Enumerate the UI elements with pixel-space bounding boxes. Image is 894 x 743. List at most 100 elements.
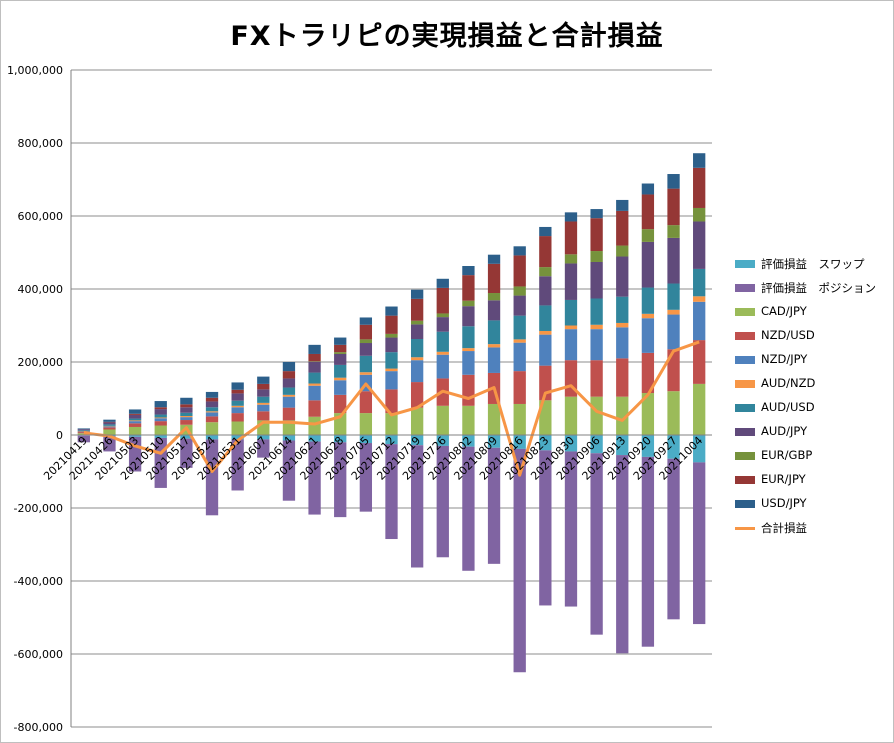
bar-segment <box>590 298 603 325</box>
bar-segment <box>180 397 193 405</box>
bar-segment <box>205 416 219 423</box>
bar-segment <box>205 412 219 417</box>
bar-segment <box>359 413 373 435</box>
bar-segment <box>513 255 526 287</box>
bar-segment <box>205 439 219 516</box>
bar-segment <box>590 329 603 361</box>
legend-item: 評価損益 ポジション <box>735 280 890 304</box>
bar-segment <box>282 435 296 441</box>
y-tick-label: -800,000 <box>14 721 63 734</box>
bar-segment <box>410 289 424 299</box>
bar-segment <box>564 325 578 330</box>
legend: 評価損益 スワップ 評価損益 ポジション CAD/JPY NZD/USD NZD/JPY… <box>735 256 890 544</box>
legend-swatch <box>735 260 755 268</box>
total-line <box>83 340 700 477</box>
bar-segment <box>462 351 475 375</box>
bar-segment <box>128 423 142 427</box>
total-pl-line <box>83 340 700 477</box>
bar-segment <box>462 374 475 406</box>
bar-segment <box>385 444 398 540</box>
bar-segment <box>385 389 398 414</box>
bar-segment <box>180 412 193 417</box>
bar-segment <box>641 318 655 353</box>
bar-segment <box>436 354 449 379</box>
legend-label: USD/JPY <box>761 496 807 510</box>
bar-segment <box>667 458 680 620</box>
bar-segment <box>128 435 142 437</box>
bar-segment <box>154 401 167 408</box>
bar-segment <box>667 237 680 284</box>
bar-segment <box>180 404 193 408</box>
bar-segment <box>359 343 373 356</box>
bar-segment <box>693 383 706 435</box>
bar-segment <box>513 371 526 404</box>
bar-segment <box>539 334 552 366</box>
bar-segment <box>539 267 552 277</box>
bar-segment <box>282 378 296 388</box>
bar-segment <box>693 268 706 297</box>
chart-title: FXトラリピの実現損益と合計損益 <box>230 21 664 52</box>
bar-segment <box>462 326 475 349</box>
y-tick-label: 200,000 <box>18 356 64 369</box>
bar-segment <box>539 435 552 451</box>
bar-segment <box>693 221 706 269</box>
bar-segment <box>385 333 398 338</box>
bar-segment <box>282 394 296 397</box>
bar-segment <box>616 245 629 257</box>
bar-segment <box>513 342 526 372</box>
bar-segment <box>539 450 552 606</box>
bar-segment <box>334 352 347 354</box>
bar-segment <box>616 396 629 435</box>
bar-segment <box>564 212 578 222</box>
bar-segment <box>128 421 142 424</box>
bar-segment <box>231 439 244 491</box>
y-tick-label: 1,000,000 <box>7 64 63 77</box>
legend-label: EUR/JPY <box>761 472 806 486</box>
legend-label: 評価損益 スワップ <box>761 257 865 271</box>
legend-label: 評価損益 ポジション <box>761 281 876 295</box>
bar-segment <box>641 287 655 314</box>
bar-segment <box>359 339 373 344</box>
bar-segment <box>462 435 475 447</box>
bar-segment <box>231 405 244 408</box>
bar-segment <box>667 309 680 315</box>
bar-segment <box>539 305 552 331</box>
bar-segment <box>334 435 347 443</box>
legend-swatch <box>735 332 755 340</box>
bar-segment <box>539 236 552 268</box>
bar-segment <box>693 301 706 341</box>
bar-segment <box>154 417 167 419</box>
bar-segment <box>205 411 219 413</box>
legend-swatch <box>735 284 755 292</box>
bar-segment <box>539 400 552 435</box>
bar-segment <box>410 357 424 361</box>
bar-segment <box>257 404 270 412</box>
legend-label: 合計損益 <box>761 521 807 535</box>
y-tick-label: 600,000 <box>18 210 64 223</box>
bar-segment <box>641 352 655 394</box>
legend-swatch <box>735 527 755 530</box>
bar-segment <box>667 314 680 350</box>
bar-segment <box>77 428 90 430</box>
bar-segment <box>667 349 680 392</box>
bar-segment <box>334 344 347 353</box>
bar-segment <box>641 241 655 288</box>
bar-segment <box>180 435 193 439</box>
bar-segment <box>231 413 244 422</box>
bar-segment <box>385 315 398 334</box>
bar-segment <box>359 435 373 444</box>
y-tick-label: 800,000 <box>18 137 64 150</box>
bar-segment <box>334 377 347 381</box>
bar-segment <box>513 295 526 316</box>
bar-segment <box>77 432 90 434</box>
legend-swatch <box>735 452 755 460</box>
bar-segment <box>257 435 270 440</box>
bar-segment <box>487 293 501 301</box>
bar-segment <box>590 453 603 635</box>
bar-segment <box>667 391 680 435</box>
bar-segment <box>154 418 167 422</box>
bar-segment <box>154 414 167 418</box>
y-tick-label: -200,000 <box>14 502 63 515</box>
legend-item: AUD/USD <box>735 400 890 424</box>
